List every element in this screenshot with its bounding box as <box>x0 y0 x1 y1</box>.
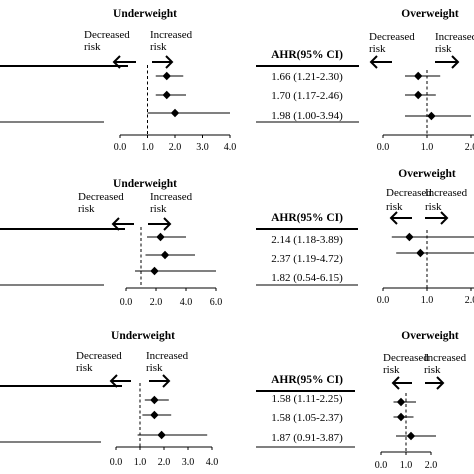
increased-risk-label: Increased <box>435 31 474 43</box>
x-tick-label: 2.0 <box>150 297 163 308</box>
increased-risk-label: Increased <box>150 191 193 203</box>
x-tick-label: 3.0 <box>182 457 195 468</box>
decreased-risk-label: risk <box>78 203 95 215</box>
x-tick-label: 0.0 <box>377 142 390 153</box>
decreased-risk-label: Decreased <box>383 352 429 364</box>
decreased-risk-label: Decreased <box>369 31 415 43</box>
x-tick-label: 2.0 <box>465 295 474 306</box>
increased-risk-label: risk <box>146 362 163 374</box>
increased-risk-arrow-head <box>165 55 174 69</box>
x-tick-label: 1.0 <box>421 295 434 306</box>
panel-title: Overweight <box>401 330 459 342</box>
x-tick-label: 1.0 <box>400 460 413 471</box>
decreased-risk-arrow-head <box>391 376 400 390</box>
point-estimate-marker <box>160 250 170 260</box>
increased-risk-label: Increased <box>146 350 189 362</box>
decreased-risk-label: risk <box>383 364 400 376</box>
point-estimate-marker <box>405 232 414 242</box>
forest-panel-3: UnderweightDecreasedriskIncreasedrisk0.0… <box>0 178 222 308</box>
forest-panel-1: UnderweightDecreasedriskIncreasedrisk0.0… <box>0 8 236 153</box>
point-estimate-marker <box>156 232 165 242</box>
ahr-value: 1.98 (1.00-3.94) <box>271 110 343 122</box>
ahr-value: 1.66 (1.21-2.30) <box>271 71 343 83</box>
increased-risk-label: risk <box>150 203 167 215</box>
panel-title: Underweight <box>113 8 177 20</box>
decreased-risk-label: risk <box>76 362 93 374</box>
ahr-column-header: AHR(95% CI) <box>271 374 343 386</box>
decreased-risk-label: risk <box>369 43 386 55</box>
x-tick-label: 0.0 <box>110 457 123 468</box>
point-estimate-marker <box>406 431 416 441</box>
point-estimate-marker <box>150 410 159 420</box>
decreased-risk-label: risk <box>84 41 101 53</box>
decreased-risk-label: Decreased <box>76 350 122 362</box>
x-tick-label: 3.0 <box>196 142 209 153</box>
forest-panel-4: Overweight Decreased risk Increased risk AHR(… <box>256 168 474 306</box>
decreased-risk-arrow-head <box>389 211 398 225</box>
x-tick-label: 4.0 <box>180 297 193 308</box>
point-estimate-marker <box>170 108 180 118</box>
point-estimate-marker <box>162 90 171 100</box>
point-estimate-marker <box>427 111 436 121</box>
ahr-column-header: AHR(95% CI) <box>271 212 343 224</box>
decreased-risk-label: Decreased <box>78 191 124 203</box>
point-estimate-marker <box>396 412 406 422</box>
x-tick-label: 0.0 <box>120 297 133 308</box>
increased-risk-label: risk <box>150 41 167 53</box>
x-tick-label: 1.0 <box>421 142 434 153</box>
x-tick-label: 0.0 <box>114 142 127 153</box>
x-tick-label: 2.0 <box>158 457 171 468</box>
x-tick-label: 1.0 <box>141 142 154 153</box>
x-tick-label: 0.0 <box>375 460 388 471</box>
decreased-risk-label: Decreased <box>386 187 432 199</box>
ahr-value: 1.58 (1.05-2.37) <box>271 412 343 424</box>
increased-risk-arrow-head <box>163 217 172 231</box>
point-estimate-marker <box>162 71 171 81</box>
x-tick-label: 2.0 <box>169 142 182 153</box>
point-estimate-marker <box>396 397 406 407</box>
panel-title: Underweight <box>113 178 177 190</box>
ahr-value: 1.58 (1.11-2.25) <box>271 393 342 405</box>
increased-risk-label: Increased <box>425 187 468 199</box>
increased-risk-label: risk <box>435 43 452 55</box>
point-estimate-marker <box>150 395 159 405</box>
ahr-value: 2.37 (1.19-4.72) <box>271 253 343 265</box>
increased-risk-label: risk <box>424 364 441 376</box>
forest-panel-6: OverweightDecreasedriskIncreasedriskAHR(… <box>256 330 467 471</box>
increased-risk-label: Increased <box>150 29 193 41</box>
point-estimate-marker <box>150 266 159 276</box>
ahr-value: 1.87 (0.91-3.87) <box>271 432 343 444</box>
panel-title: Overweight <box>401 8 459 20</box>
ahr-column-header: AHR(95% CI) <box>271 49 343 61</box>
decreased-risk-label: risk <box>386 201 403 213</box>
panel-title: Underweight <box>111 330 175 342</box>
x-tick-label: 0.0 <box>377 295 390 306</box>
increased-risk-arrow-head <box>451 55 460 69</box>
x-tick-label: 2.0 <box>425 460 438 471</box>
x-tick-label: 1.0 <box>134 457 147 468</box>
point-estimate-marker <box>157 430 166 440</box>
panel-title: Overweight <box>398 168 456 180</box>
x-tick-label: 6.0 <box>210 297 223 308</box>
point-estimate-marker <box>416 248 425 258</box>
point-estimate-marker <box>414 71 423 81</box>
increased-risk-arrow-head <box>440 211 449 225</box>
increased-risk-label: risk <box>425 201 442 213</box>
decreased-risk-arrow-head <box>369 55 378 69</box>
ahr-value: 2.14 (1.18-3.89) <box>271 234 343 246</box>
point-estimate-marker <box>414 90 423 100</box>
x-tick-label: 4.0 <box>224 142 237 153</box>
forest-panel-5: UnderweightDecreasedriskIncreasedrisk0.0… <box>0 330 218 468</box>
increased-risk-label: Increased <box>424 352 467 364</box>
increased-risk-arrow-head <box>436 376 445 390</box>
ahr-value: 1.82 (0.54-6.15) <box>271 272 343 284</box>
increased-risk-arrow-head <box>162 374 171 388</box>
x-tick-label: 2.0 <box>465 142 474 153</box>
ahr-value: 1.70 (1.17-2.46) <box>271 90 343 102</box>
x-tick-label: 4.0 <box>206 457 219 468</box>
decreased-risk-label: Decreased <box>84 29 130 41</box>
forest-panel-2: OverweightDecreasedriskIncreasedriskAHR(… <box>256 8 474 153</box>
